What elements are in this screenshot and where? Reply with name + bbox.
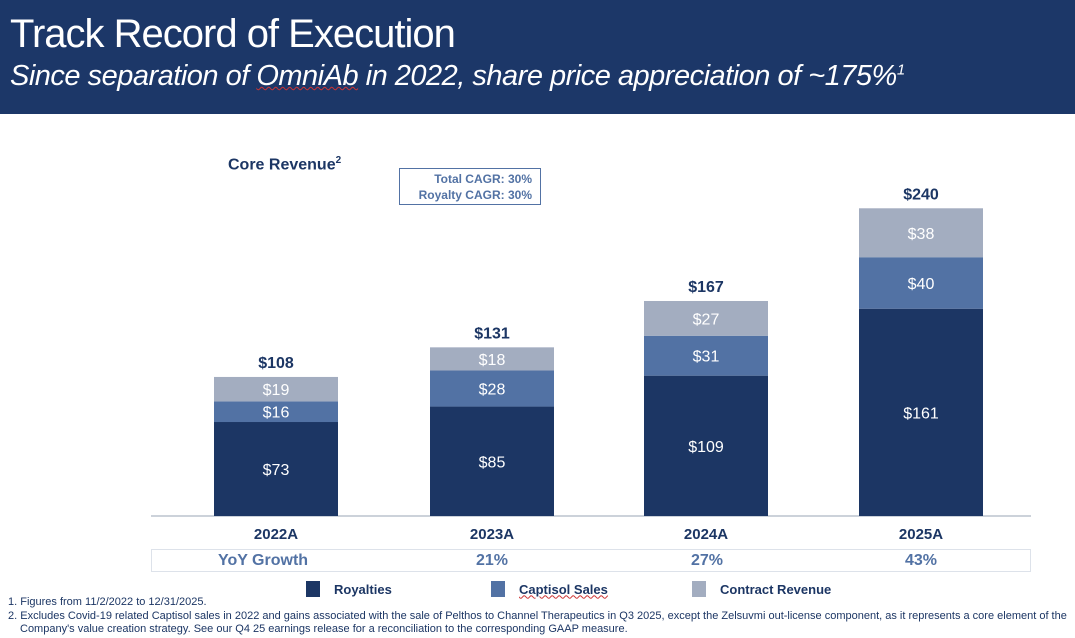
bar-segment-contract-revenue (859, 208, 983, 258)
data-label: $27 (693, 311, 720, 328)
slide-title: Track Record of Execution (10, 12, 456, 56)
legend-swatch (491, 581, 505, 597)
data-label: $19 (263, 382, 290, 399)
yoy-growth-row: YoY Growth 21% 27% 43% (151, 549, 1031, 572)
chart-title: Core Revenue2 (228, 155, 341, 174)
total-label: $167 (688, 279, 724, 296)
legend-captisol: Captisol Sales (491, 581, 608, 597)
total-label: $240 (903, 186, 939, 203)
legend-swatch (692, 581, 706, 597)
legend-contract: Contract Revenue (692, 581, 831, 597)
legend-swatch (306, 581, 320, 597)
bar-segment-captisol-sales (644, 335, 768, 376)
legend-label: Contract Revenue (720, 581, 832, 597)
chart-title-text: Core Revenue (228, 156, 336, 174)
yoy-2023: 21% (475, 552, 509, 569)
bar-segment-contract-revenue (430, 347, 554, 371)
category-label: 2024A (684, 526, 728, 543)
cagr-box: Total CAGR: 30% Royalty CAGR: 30% (399, 168, 541, 205)
subtitle-text-end: in 2022, share price appreciation of ~17… (358, 60, 898, 92)
yoy-2024: 27% (690, 552, 724, 569)
data-label: $109 (688, 439, 724, 456)
legend-royalties: Royalties (306, 581, 392, 597)
data-label: $18 (479, 352, 506, 369)
yoy-label: YoY Growth (217, 552, 309, 569)
data-label: $16 (263, 405, 290, 422)
bar-segment-royalties (644, 375, 768, 516)
bar-segment-royalties (214, 422, 338, 516)
subtitle-text: Since separation of (10, 60, 257, 92)
data-label: $31 (693, 349, 720, 366)
bar-segment-royalties (430, 406, 554, 516)
legend-label: Captisol Sales (519, 581, 608, 597)
data-label: $73 (263, 462, 290, 479)
category-label: 2022A (254, 526, 298, 543)
total-label: $108 (258, 355, 294, 372)
data-label: $40 (908, 276, 935, 293)
slide-subtitle: Since separation of OmniAb in 2022, shar… (10, 60, 905, 93)
data-label: $28 (479, 382, 506, 399)
footnote-1: 1. Figures from 11/2/2022 to 12/31/2025. (8, 596, 207, 608)
royalty-cagr: Royalty CAGR: 30% (418, 188, 532, 202)
bar-segment-royalties (859, 308, 983, 516)
footnote-ref: 2 (335, 155, 342, 166)
bar-segment-captisol-sales (430, 370, 554, 407)
footnote-2: 2. Excludes Covid-19 related Captisol sa… (8, 610, 1067, 635)
footnote-ref: 1 (896, 61, 905, 79)
bar-segment-contract-revenue (214, 376, 338, 402)
data-label: $85 (479, 454, 506, 471)
subtitle-omniab: OmniAb (256, 60, 359, 92)
slide-header: Track Record of Execution Since separati… (0, 0, 1075, 114)
data-label: $38 (908, 226, 935, 243)
bar-segment-captisol-sales (214, 401, 338, 423)
total-cagr: Total CAGR: 30% (434, 172, 532, 186)
legend-label: Royalties (334, 581, 392, 597)
data-label: $161 (903, 405, 939, 422)
bar-segment-captisol-sales (859, 257, 983, 309)
total-label: $131 (474, 325, 510, 342)
category-label: 2025A (899, 526, 943, 543)
bar-segment-contract-revenue (644, 300, 768, 336)
yoy-2025: 43% (904, 552, 938, 569)
category-label: 2023A (470, 526, 514, 543)
